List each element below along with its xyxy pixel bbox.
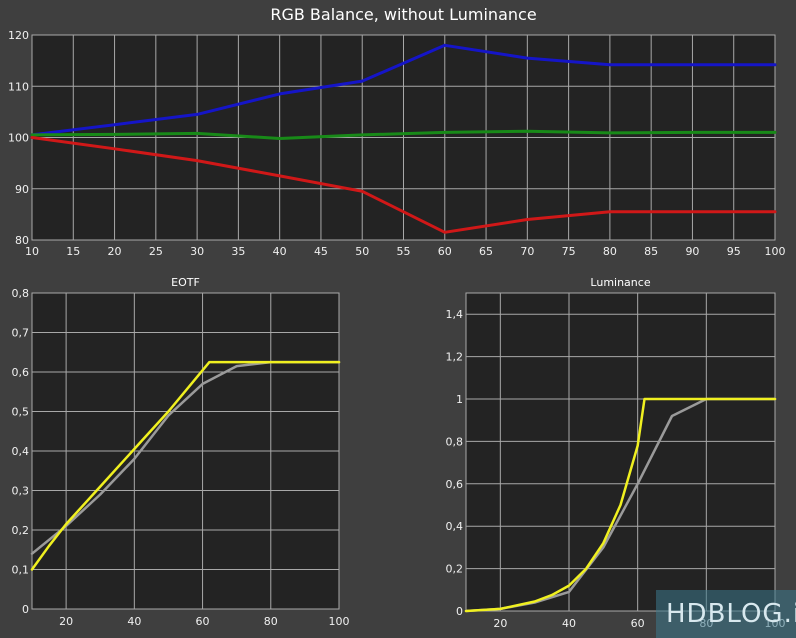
series-line-red xyxy=(30,136,777,234)
chart-title: EOTF xyxy=(171,276,200,289)
y-tick-label: 100 xyxy=(8,132,29,145)
x-tick-label: 20 xyxy=(59,615,73,628)
y-tick-label: 120 xyxy=(8,29,29,42)
series-line-blue xyxy=(30,43,777,137)
y-tick-label: 0,2 xyxy=(12,524,30,537)
x-tick-label: 100 xyxy=(329,615,350,628)
y-tick-label: 90 xyxy=(15,183,29,196)
x-tick-label: 50 xyxy=(355,245,369,258)
y-tick-label: 80 xyxy=(15,234,29,247)
x-tick-label: 15 xyxy=(66,245,80,258)
chart-2: EOTF 0 0,1 0,2 0,3 0,4 0,5 0,6 0,7 0,8 20 40 60 80 100 xyxy=(12,276,350,628)
plot-border xyxy=(465,292,776,612)
x-tick-label: 90 xyxy=(685,245,699,258)
plot-area xyxy=(466,293,775,611)
x-tick-label: 35 xyxy=(231,245,245,258)
x-tick-label: 60 xyxy=(631,617,645,630)
x-tick-label: 70 xyxy=(520,245,534,258)
y-tick-label: 0,3 xyxy=(12,485,30,498)
y-tick-label: 0,4 xyxy=(446,520,464,533)
x-tick-label: 25 xyxy=(149,245,163,258)
x-tick-label: 20 xyxy=(108,245,122,258)
x-tick-label: 80 xyxy=(264,615,278,628)
x-tick-label: 45 xyxy=(314,245,328,258)
x-tick-label: 55 xyxy=(397,245,411,258)
y-tick-label: 0,6 xyxy=(12,366,30,379)
x-tick-label: 40 xyxy=(127,615,141,628)
watermark-logo: HDBLOG.it xyxy=(656,590,796,638)
y-tick-label: 0,4 xyxy=(12,445,30,458)
chart-title: RGB Balance, without Luminance xyxy=(270,5,536,24)
y-tick-label: 0,8 xyxy=(12,287,30,300)
x-tick-label: 100 xyxy=(765,245,786,258)
series-line-green xyxy=(30,129,777,140)
y-tick-label: 0,1 xyxy=(12,564,30,577)
x-tick-label: 85 xyxy=(644,245,658,258)
series-line-yellow xyxy=(30,360,341,571)
x-tick-label: 80 xyxy=(603,245,617,258)
y-tick-label: 110 xyxy=(8,80,29,93)
y-tick-label: 0,7 xyxy=(12,327,30,340)
y-tick-label: 0,6 xyxy=(446,478,464,491)
y-tick-label: 0,2 xyxy=(446,563,464,576)
x-tick-label: 65 xyxy=(479,245,493,258)
y-tick-label: 0,5 xyxy=(12,406,30,419)
x-tick-label: 30 xyxy=(190,245,204,258)
y-tick-label: 1 xyxy=(456,393,463,406)
chart-1: RGB Balance, without Luminance 80 90 100 110… xyxy=(8,5,786,258)
chart-title: Luminance xyxy=(590,276,650,289)
y-tick-label: 1,4 xyxy=(446,308,464,321)
y-tick-label: 0 xyxy=(22,603,29,616)
x-tick-label: 60 xyxy=(438,245,452,258)
x-tick-label: 75 xyxy=(562,245,576,258)
y-tick-label: 0 xyxy=(456,605,463,618)
x-tick-label: 95 xyxy=(727,245,741,258)
y-tick-label: 1,2 xyxy=(446,351,464,364)
y-tick-label: 0,8 xyxy=(446,435,464,448)
x-tick-label: 40 xyxy=(562,617,576,630)
x-tick-label: 60 xyxy=(196,615,210,628)
x-tick-label: 40 xyxy=(273,245,287,258)
series-line-yellow xyxy=(464,397,777,613)
x-tick-label: 10 xyxy=(25,245,39,258)
plot-border xyxy=(31,292,340,610)
x-tick-label: 20 xyxy=(493,617,507,630)
